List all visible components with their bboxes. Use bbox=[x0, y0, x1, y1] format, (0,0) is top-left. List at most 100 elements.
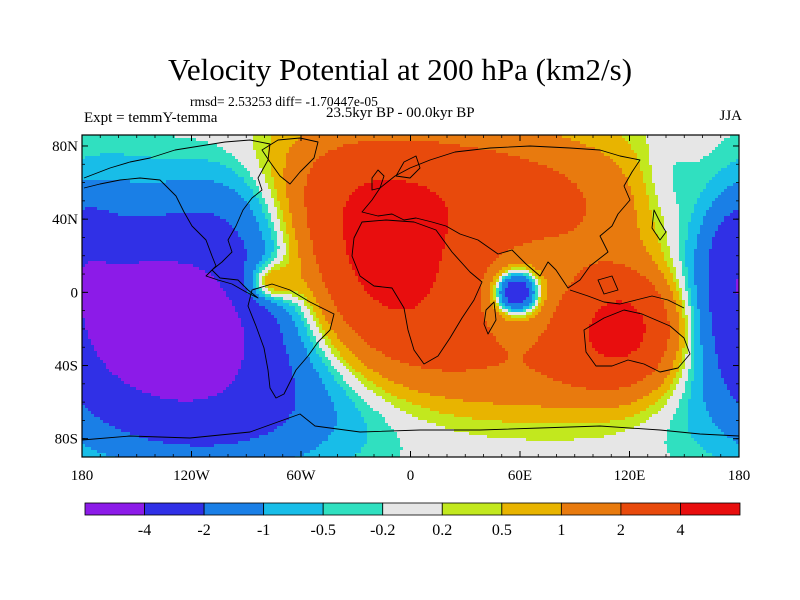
field-cell bbox=[124, 318, 128, 322]
field-cell bbox=[169, 408, 173, 412]
field-cell bbox=[154, 285, 158, 289]
field-cell bbox=[109, 336, 113, 340]
field-cell bbox=[91, 321, 95, 325]
field-cell bbox=[85, 366, 89, 370]
field-cell bbox=[208, 177, 212, 181]
field-cell bbox=[163, 156, 167, 160]
field-cell bbox=[181, 288, 185, 292]
field-cell bbox=[118, 180, 122, 184]
field-cell bbox=[190, 390, 194, 394]
field-cell bbox=[85, 282, 89, 286]
field-cell bbox=[172, 231, 176, 235]
field-cell bbox=[82, 261, 86, 265]
field-cell bbox=[169, 336, 173, 340]
field-cell bbox=[214, 312, 218, 316]
field-cell bbox=[184, 450, 188, 454]
field-cell bbox=[145, 366, 149, 370]
field-cell bbox=[181, 375, 185, 379]
field-cell bbox=[163, 180, 167, 184]
field-cell bbox=[217, 453, 221, 457]
field-cell bbox=[130, 384, 134, 388]
field-cell bbox=[202, 282, 206, 286]
field-cell bbox=[91, 255, 95, 259]
field-cell bbox=[124, 351, 128, 355]
field-cell bbox=[208, 396, 212, 400]
field-cell bbox=[91, 339, 95, 343]
field-cell bbox=[163, 396, 167, 400]
field-cell bbox=[115, 342, 119, 346]
field-cell bbox=[139, 186, 143, 190]
field-cell bbox=[205, 201, 209, 205]
field-cell bbox=[205, 231, 209, 235]
field-cell bbox=[100, 276, 104, 280]
field-cell bbox=[88, 321, 92, 325]
field-cell bbox=[172, 432, 176, 436]
field-cell bbox=[217, 171, 221, 175]
field-cell bbox=[205, 348, 209, 352]
field-cell bbox=[187, 264, 191, 268]
field-cell bbox=[157, 447, 161, 451]
field-cell bbox=[169, 135, 173, 139]
field-cell bbox=[136, 222, 140, 226]
field-cell bbox=[175, 321, 179, 325]
field-cell bbox=[202, 258, 206, 262]
field-cell bbox=[214, 159, 218, 163]
field-cell bbox=[130, 174, 134, 178]
field-cell bbox=[100, 309, 104, 313]
field-cell bbox=[154, 159, 158, 163]
field-cell bbox=[130, 429, 134, 433]
field-cell bbox=[112, 405, 116, 409]
field-cell bbox=[208, 363, 212, 367]
field-cell bbox=[205, 399, 209, 403]
field-cell bbox=[208, 399, 212, 403]
field-cell bbox=[175, 432, 179, 436]
field-cell bbox=[211, 345, 215, 349]
field-cell bbox=[145, 423, 149, 427]
field-cell bbox=[91, 294, 95, 298]
field-cell bbox=[217, 282, 221, 286]
field-cell bbox=[205, 135, 209, 139]
field-cell bbox=[88, 411, 92, 415]
field-cell bbox=[142, 426, 146, 430]
field-cell bbox=[172, 279, 176, 283]
field-cell bbox=[178, 171, 182, 175]
field-cell bbox=[136, 246, 140, 250]
field-cell bbox=[145, 399, 149, 403]
field-cell bbox=[193, 324, 197, 328]
field-cell bbox=[178, 360, 182, 364]
field-cell bbox=[196, 312, 200, 316]
contour-field bbox=[82, 135, 739, 457]
field-cell bbox=[154, 255, 158, 259]
field-cell bbox=[184, 333, 188, 337]
field-cell bbox=[187, 210, 191, 214]
field-cell bbox=[217, 180, 221, 184]
field-cell bbox=[208, 450, 212, 454]
field-cell bbox=[109, 156, 113, 160]
field-cell bbox=[151, 399, 155, 403]
field-cell bbox=[106, 435, 110, 439]
field-cell bbox=[85, 375, 89, 379]
field-cell bbox=[88, 222, 92, 226]
field-cell bbox=[145, 165, 149, 169]
field-cell bbox=[142, 186, 146, 190]
field-cell bbox=[127, 330, 131, 334]
field-cell bbox=[112, 291, 116, 295]
field-cell bbox=[172, 336, 176, 340]
field-cell bbox=[145, 393, 149, 397]
field-cell bbox=[109, 441, 113, 445]
field-cell bbox=[214, 330, 218, 334]
field-cell bbox=[148, 333, 152, 337]
field-cell bbox=[100, 174, 104, 178]
field-cell bbox=[103, 345, 107, 349]
field-cell bbox=[217, 153, 221, 157]
field-cell bbox=[97, 366, 101, 370]
field-cell bbox=[157, 267, 161, 271]
field-cell bbox=[187, 348, 191, 352]
field-cell bbox=[193, 372, 197, 376]
field-cell bbox=[205, 219, 209, 223]
field-cell bbox=[145, 324, 149, 328]
field-cell bbox=[211, 219, 215, 223]
field-cell bbox=[202, 261, 206, 265]
field-cell bbox=[88, 417, 92, 421]
field-cell bbox=[106, 270, 110, 274]
